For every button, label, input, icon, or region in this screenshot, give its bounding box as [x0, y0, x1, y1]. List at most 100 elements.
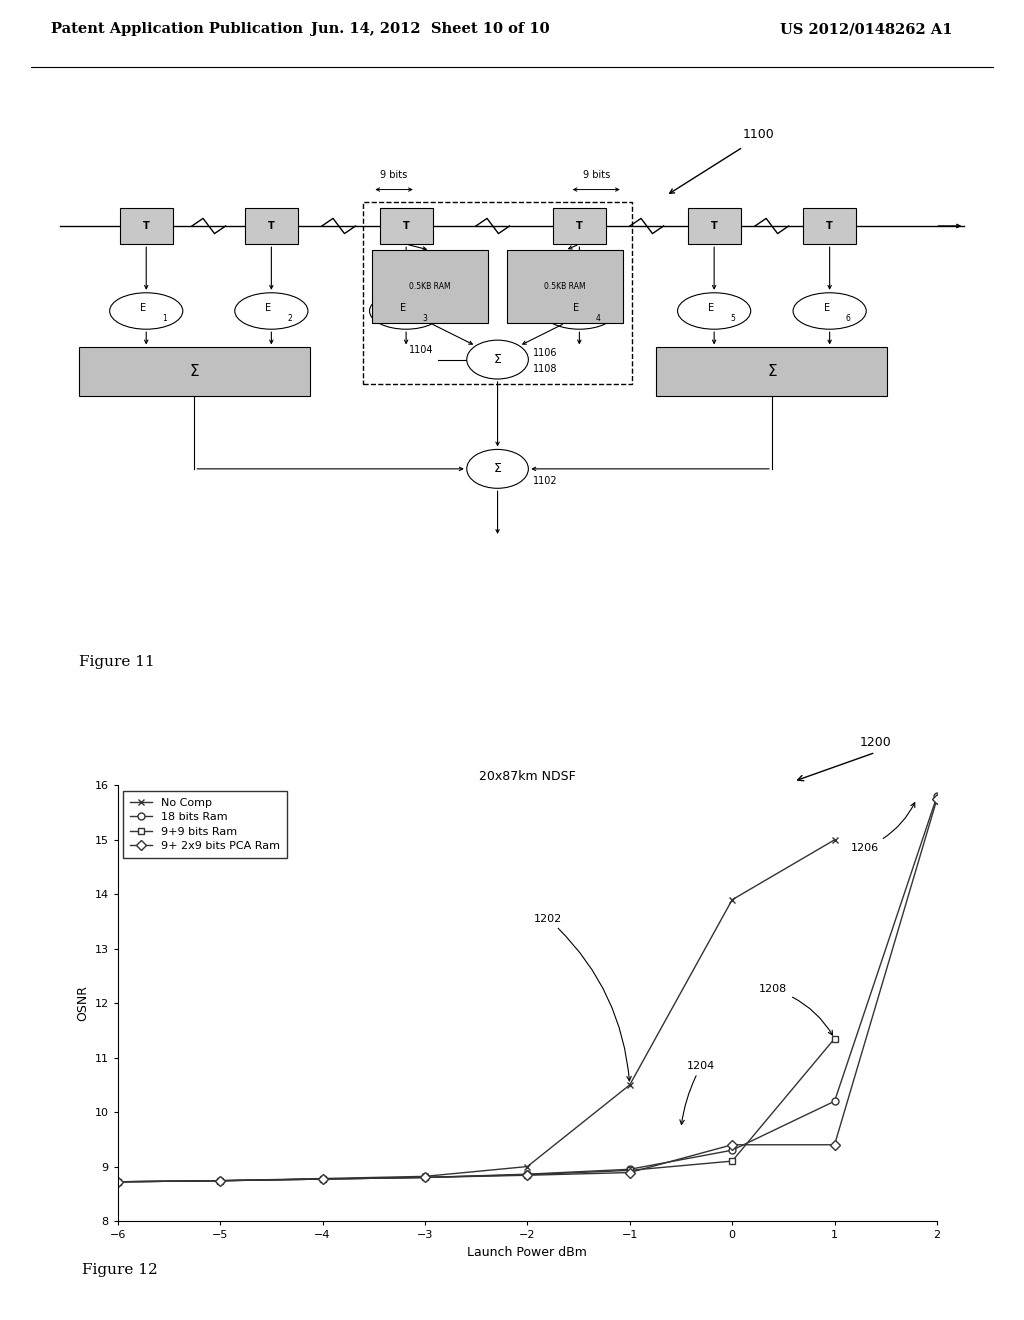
- Circle shape: [467, 341, 528, 379]
- Text: Patent Application Publication: Patent Application Publication: [51, 22, 303, 36]
- 9+ 2x9 bits PCA Ram: [316, 1171, 329, 1187]
- Text: T: T: [402, 220, 410, 231]
- Line: No Comp: No Comp: [115, 837, 838, 1185]
- No Comp: [828, 832, 841, 847]
- Text: Jun. 14, 2012  Sheet 10 of 10: Jun. 14, 2012 Sheet 10 of 10: [310, 22, 550, 36]
- Text: 4: 4: [595, 314, 600, 323]
- Line: 9+ 2x9 bits PCA Ram: 9+ 2x9 bits PCA Ram: [115, 796, 940, 1185]
- 9+9 bits Ram: [112, 1173, 124, 1189]
- Text: 2: 2: [288, 314, 292, 323]
- No Comp: [624, 1077, 636, 1093]
- X-axis label: Launch Power dBm: Launch Power dBm: [467, 1246, 588, 1258]
- 9+9 bits Ram: [419, 1170, 431, 1185]
- Text: 1206: 1206: [851, 803, 914, 853]
- No Comp: [521, 1159, 534, 1175]
- No Comp: [112, 1173, 124, 1189]
- Text: Σ: Σ: [494, 352, 502, 366]
- Text: 1200: 1200: [860, 735, 892, 748]
- No Comp: [214, 1172, 226, 1188]
- 9+9 bits Ram: [828, 1031, 841, 1047]
- 9+ 2x9 bits PCA Ram: [419, 1170, 431, 1185]
- Bar: [362, 202, 633, 384]
- Ellipse shape: [793, 293, 866, 329]
- Bar: [79, 347, 310, 396]
- Text: E: E: [400, 304, 407, 313]
- 18 bits Ram: [112, 1173, 124, 1189]
- 18 bits Ram: [726, 1142, 738, 1158]
- Line: 9+9 bits Ram: 9+9 bits Ram: [115, 1035, 838, 1185]
- Text: 1106: 1106: [534, 348, 558, 359]
- Bar: [803, 207, 856, 244]
- 9+9 bits Ram: [726, 1154, 738, 1170]
- Text: 1204: 1204: [680, 1060, 716, 1125]
- Legend: No Comp, 18 bits Ram, 9+9 bits Ram, 9+ 2x9 bits PCA Ram: No Comp, 18 bits Ram, 9+9 bits Ram, 9+ 2…: [123, 791, 287, 858]
- Bar: [656, 347, 888, 396]
- Text: T: T: [826, 220, 833, 231]
- 18 bits Ram: [316, 1171, 329, 1187]
- Text: 1104: 1104: [409, 346, 433, 355]
- Text: 6: 6: [846, 314, 850, 323]
- Text: 9 bits: 9 bits: [583, 170, 610, 181]
- 18 bits Ram: [214, 1172, 226, 1188]
- Text: 1202: 1202: [534, 913, 631, 1081]
- Text: T: T: [711, 220, 718, 231]
- Text: 0.5KB RAM: 0.5KB RAM: [410, 282, 451, 292]
- Line: 18 bits Ram: 18 bits Ram: [115, 793, 940, 1185]
- 9+ 2x9 bits PCA Ram: [624, 1164, 636, 1180]
- Text: 1100: 1100: [743, 128, 775, 141]
- Text: 5: 5: [730, 314, 735, 323]
- Bar: [120, 207, 173, 244]
- Text: Σ: Σ: [767, 364, 776, 379]
- 18 bits Ram: [521, 1167, 534, 1183]
- Text: Figure 12: Figure 12: [82, 1263, 158, 1276]
- Bar: [688, 207, 740, 244]
- 9+ 2x9 bits PCA Ram: [828, 1137, 841, 1152]
- Text: E: E: [709, 304, 715, 313]
- Text: 0.5KB RAM: 0.5KB RAM: [544, 282, 586, 292]
- 9+ 2x9 bits PCA Ram: [214, 1172, 226, 1188]
- Text: E: E: [140, 304, 146, 313]
- Y-axis label: OSNR: OSNR: [76, 985, 89, 1022]
- Ellipse shape: [370, 293, 442, 329]
- Text: 1: 1: [162, 314, 167, 323]
- 9+ 2x9 bits PCA Ram: [112, 1173, 124, 1189]
- Ellipse shape: [110, 293, 183, 329]
- Text: 3: 3: [422, 314, 427, 323]
- Ellipse shape: [678, 293, 751, 329]
- Text: Σ: Σ: [494, 462, 502, 475]
- 9+9 bits Ram: [624, 1163, 636, 1179]
- No Comp: [419, 1168, 431, 1184]
- 9+9 bits Ram: [214, 1172, 226, 1188]
- Circle shape: [467, 449, 528, 488]
- 18 bits Ram: [828, 1093, 841, 1109]
- Bar: [380, 207, 432, 244]
- Bar: [373, 251, 488, 323]
- Title: 20x87km NDSF: 20x87km NDSF: [479, 770, 575, 783]
- 9+ 2x9 bits PCA Ram: [931, 791, 943, 807]
- No Comp: [316, 1171, 329, 1187]
- Text: T: T: [268, 220, 274, 231]
- Text: E: E: [823, 304, 829, 313]
- 18 bits Ram: [624, 1162, 636, 1177]
- No Comp: [726, 892, 738, 908]
- Text: 1108: 1108: [534, 364, 558, 374]
- Text: T: T: [143, 220, 150, 231]
- Ellipse shape: [543, 293, 616, 329]
- 9+ 2x9 bits PCA Ram: [521, 1167, 534, 1183]
- 9+ 2x9 bits PCA Ram: [726, 1137, 738, 1152]
- Text: E: E: [573, 304, 580, 313]
- 9+9 bits Ram: [521, 1167, 534, 1183]
- Text: 1102: 1102: [534, 477, 558, 486]
- Ellipse shape: [234, 293, 308, 329]
- Text: Figure 11: Figure 11: [79, 655, 155, 669]
- Text: Σ: Σ: [189, 364, 199, 379]
- Text: E: E: [265, 304, 271, 313]
- Bar: [245, 207, 298, 244]
- Text: T: T: [577, 220, 583, 231]
- 18 bits Ram: [931, 788, 943, 804]
- Text: 1208: 1208: [759, 985, 833, 1035]
- 9+9 bits Ram: [316, 1171, 329, 1187]
- Bar: [553, 207, 606, 244]
- Text: 9 bits: 9 bits: [381, 170, 408, 181]
- 18 bits Ram: [419, 1170, 431, 1185]
